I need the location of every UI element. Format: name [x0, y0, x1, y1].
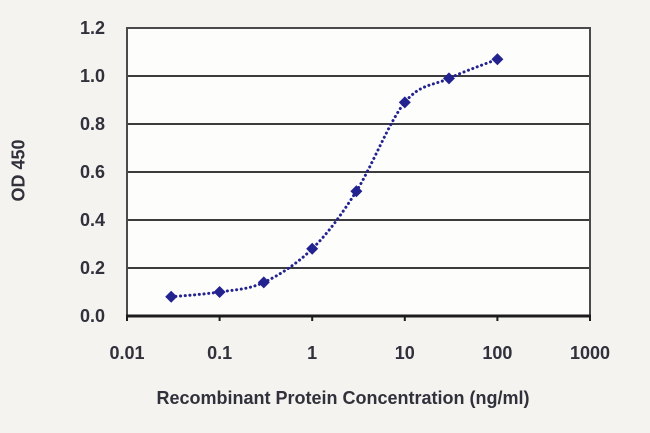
- y-tick-label: 1.2: [79, 18, 105, 38]
- data-point-marker: [257, 276, 270, 289]
- y-tick-label: 0.8: [79, 114, 105, 134]
- x-axis-title: Recombinant Protein Concentration (ng/ml…: [156, 388, 530, 408]
- y-tick-label: 1.0: [79, 66, 105, 86]
- data-point-marker: [165, 290, 178, 303]
- x-tick-label: 1: [307, 343, 318, 363]
- data-point-marker: [398, 96, 411, 109]
- series-line: [169, 57, 499, 299]
- data-point-marker: [306, 242, 319, 255]
- x-tick-label: 0.1: [207, 343, 233, 363]
- data-point-marker: [491, 53, 504, 66]
- y-tick-label: 0.0: [79, 306, 105, 326]
- x-tick-label: 1000: [569, 343, 611, 363]
- y-axis-title: OD 450: [8, 139, 29, 202]
- y-tick-label: 0.6: [79, 162, 105, 182]
- y-tick-label: 0.2: [79, 258, 105, 278]
- x-tick-label: 10: [394, 343, 415, 363]
- data-point-marker: [350, 185, 363, 198]
- x-tick-label: 0.01: [109, 343, 145, 363]
- y-tick-label: 0.4: [79, 210, 105, 230]
- data-point-marker: [213, 286, 226, 298]
- data-point-marker: [442, 72, 455, 85]
- x-tick-label: 100: [482, 343, 513, 363]
